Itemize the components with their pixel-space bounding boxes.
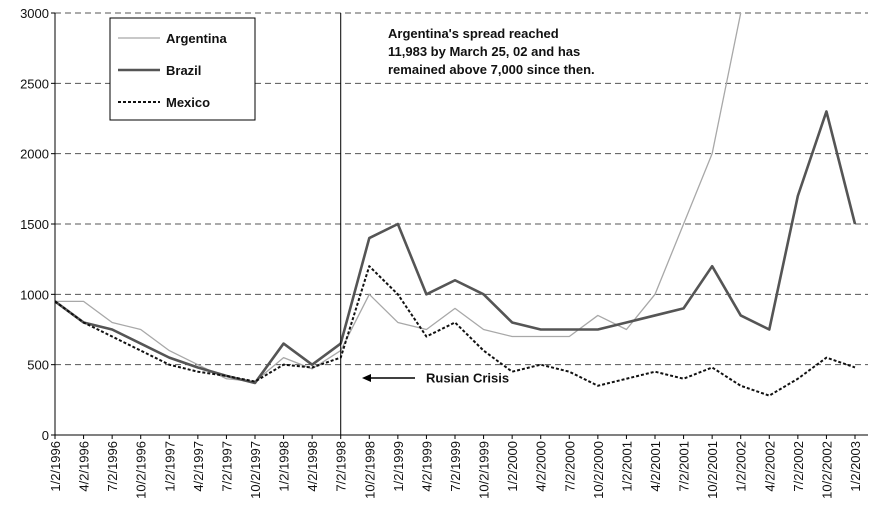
x-tick-label: 7/2/1998 xyxy=(334,441,349,492)
x-tick-label: 1/2/2001 xyxy=(619,441,634,492)
x-tick-label: 4/2/2000 xyxy=(534,441,549,492)
x-tick-label: 10/2/1996 xyxy=(134,441,149,499)
x-tick-label: 1/2/1997 xyxy=(162,441,177,492)
x-tick-label: 4/2/1996 xyxy=(77,441,92,492)
series-line xyxy=(55,13,742,383)
y-tick-label: 0 xyxy=(42,428,49,443)
y-tick-label: 2000 xyxy=(20,147,49,162)
x-tick-label: 10/2/2001 xyxy=(705,441,720,499)
x-tick-label: 7/2/2001 xyxy=(677,441,692,492)
y-tick-label: 1000 xyxy=(20,287,49,302)
x-tick-label: 10/2/1997 xyxy=(248,441,263,499)
annotation: 11,983 by March 25, 02 and has xyxy=(388,44,580,59)
x-tick-label: 1/2/2003 xyxy=(848,441,863,492)
x-tick-label: 1/2/2002 xyxy=(734,441,749,492)
annotation: remained above 7,000 since then. xyxy=(388,62,595,77)
series-line xyxy=(55,110,857,385)
x-tick-label: 4/2/2001 xyxy=(648,441,663,492)
series-line xyxy=(55,265,856,397)
y-tick-label: 3000 xyxy=(20,6,49,21)
annotation: Argentina's spread reached xyxy=(388,26,559,41)
crisis-label: Rusian Crisis xyxy=(426,370,509,385)
x-tick-label: 10/2/2002 xyxy=(819,441,834,499)
legend-label: Argentina xyxy=(166,31,227,46)
x-tick-label: 7/2/1997 xyxy=(219,441,234,492)
legend-label: Mexico xyxy=(166,95,210,110)
x-tick-label: 7/2/2002 xyxy=(791,441,806,492)
x-tick-label: 4/2/1998 xyxy=(305,441,320,492)
crisis-arrowhead xyxy=(362,374,371,382)
x-tick-label: 4/2/1997 xyxy=(191,441,206,492)
x-tick-label: 7/2/2000 xyxy=(562,441,577,492)
x-tick-label: 10/2/1998 xyxy=(362,441,377,499)
x-tick-label: 4/2/2002 xyxy=(762,441,777,492)
y-tick-label: 1500 xyxy=(20,217,49,232)
x-tick-label: 4/2/1999 xyxy=(419,441,434,492)
x-tick-label: 1/2/1996 xyxy=(48,441,63,492)
y-tick-label: 500 xyxy=(27,358,49,373)
x-tick-label: 7/2/1996 xyxy=(105,441,120,492)
x-tick-label: 1/2/1999 xyxy=(391,441,406,492)
x-tick-label: 1/2/1998 xyxy=(277,441,292,492)
x-tick-label: 10/2/1999 xyxy=(477,441,492,499)
y-tick-label: 2500 xyxy=(20,76,49,91)
legend-label: Brazil xyxy=(166,63,201,78)
x-tick-label: 1/2/2000 xyxy=(505,441,520,492)
x-tick-label: 7/2/1999 xyxy=(448,441,463,492)
x-tick-label: 10/2/2000 xyxy=(591,441,606,499)
